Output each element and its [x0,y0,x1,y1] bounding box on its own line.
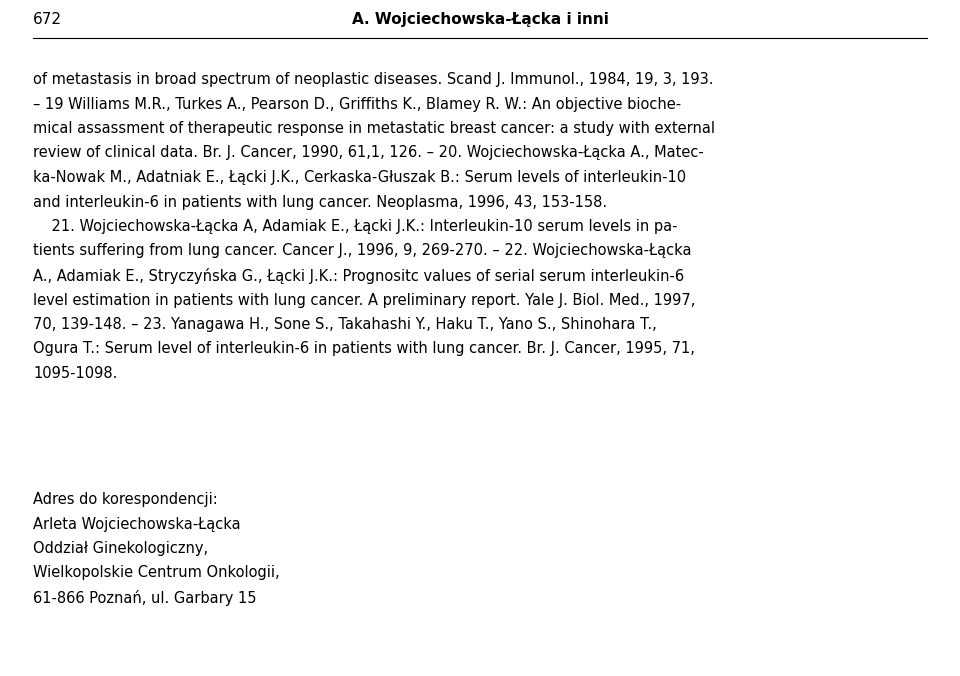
Text: 21. Wojciechowska-Łącka A, Adamiak E., Łącki J.K.: Interleukin-10 serum levels i: 21. Wojciechowska-Łącka A, Adamiak E., Ł… [33,219,678,234]
Text: review of clinical data. Br. J. Cancer, 1990, 61,1, 126. – 20. Wojciechowska-Łąc: review of clinical data. Br. J. Cancer, … [33,145,704,160]
Text: Adres do korespondencji:: Adres do korespondencji: [33,492,218,507]
Text: 70, 139-148. – 23. Yanagawa H., Sone S., Takahashi Y., Haku T., Yano S., Shinoha: 70, 139-148. – 23. Yanagawa H., Sone S.,… [33,317,657,332]
Text: ka-Nowak M., Adatniak E., Łącki J.K., Cerkaska-Głuszak B.: Serum levels of inter: ka-Nowak M., Adatniak E., Łącki J.K., Ce… [33,170,686,185]
Text: – 19 Williams M.R., Turkes A., Pearson D., Griffiths K., Blamey R. W.: An object: – 19 Williams M.R., Turkes A., Pearson D… [33,97,682,112]
Text: Arleta Wojciechowska-Łącka: Arleta Wojciechowska-Łącka [33,516,241,531]
Text: A. Wojciechowska-Łącka i inni: A. Wojciechowska-Łącka i inni [351,12,609,27]
Text: 672: 672 [33,12,62,27]
Text: Oddział Ginekologiczny,: Oddział Ginekologiczny, [33,541,208,556]
Text: mical assassment of therapeutic response in metastatic breast cancer: a study wi: mical assassment of therapeutic response… [33,121,715,136]
Text: of metastasis in broad spectrum of neoplastic diseases. Scand J. Immunol., 1984,: of metastasis in broad spectrum of neopl… [33,72,713,87]
Text: 61-866 Poznań, ul. Garbary 15: 61-866 Poznań, ul. Garbary 15 [33,590,256,606]
Text: tients suffering from lung cancer. Cancer J., 1996, 9, 269-270. – 22. Wojciechow: tients suffering from lung cancer. Cance… [33,243,691,258]
Text: 1095-1098.: 1095-1098. [33,366,117,381]
Text: and interleukin-6 in patients with lung cancer. Neoplasma, 1996, 43, 153-158.: and interleukin-6 in patients with lung … [33,195,607,210]
Text: Ogura T.: Serum level of interleukin-6 in patients with lung cancer. Br. J. Canc: Ogura T.: Serum level of interleukin-6 i… [33,341,695,356]
Text: level estimation in patients with lung cancer. A preliminary report. Yale J. Bio: level estimation in patients with lung c… [33,293,695,308]
Text: A., Adamiak E., Stryczyńska G., Łącki J.K.: Prognositc values of serial serum in: A., Adamiak E., Stryczyńska G., Łącki J.… [33,268,684,284]
Text: Wielkopolskie Centrum Onkologii,: Wielkopolskie Centrum Onkologii, [33,566,279,581]
